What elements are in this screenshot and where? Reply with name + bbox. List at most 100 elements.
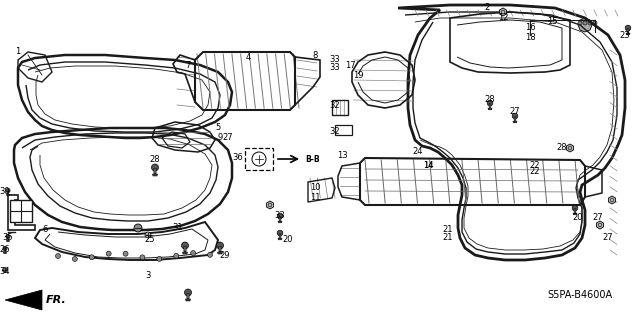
Text: 22: 22	[530, 160, 540, 169]
Polygon shape	[7, 191, 9, 194]
Polygon shape	[182, 252, 188, 254]
Polygon shape	[513, 121, 517, 123]
Text: 13: 13	[337, 151, 348, 160]
Text: 24: 24	[413, 147, 423, 157]
Polygon shape	[187, 293, 189, 299]
Text: 23: 23	[620, 31, 630, 40]
Circle shape	[487, 100, 493, 106]
Text: 27: 27	[509, 108, 520, 116]
Text: 27: 27	[603, 234, 613, 242]
Circle shape	[89, 255, 94, 260]
Text: 1: 1	[15, 48, 20, 56]
Circle shape	[277, 230, 283, 236]
Text: 8: 8	[312, 50, 317, 60]
Text: 28: 28	[557, 144, 567, 152]
Polygon shape	[489, 104, 491, 108]
Polygon shape	[152, 174, 157, 176]
Polygon shape	[6, 194, 10, 196]
Text: 16: 16	[525, 24, 535, 33]
Circle shape	[6, 189, 10, 193]
Text: 21: 21	[443, 226, 453, 234]
Text: 3: 3	[145, 271, 150, 279]
Circle shape	[3, 246, 7, 251]
Polygon shape	[573, 213, 577, 215]
Circle shape	[583, 21, 587, 25]
Polygon shape	[609, 196, 616, 204]
Polygon shape	[488, 108, 492, 110]
Circle shape	[140, 255, 145, 260]
Circle shape	[625, 25, 631, 31]
Text: 6: 6	[42, 226, 48, 234]
Polygon shape	[279, 234, 281, 238]
Polygon shape	[218, 252, 223, 254]
Text: 33: 33	[275, 211, 285, 219]
Circle shape	[588, 21, 592, 25]
Text: 9: 9	[218, 133, 223, 143]
Text: 14: 14	[423, 160, 433, 169]
Text: 10: 10	[310, 183, 320, 192]
Text: 25: 25	[145, 235, 156, 244]
Circle shape	[593, 21, 597, 25]
Polygon shape	[8, 195, 35, 230]
Polygon shape	[3, 252, 6, 254]
Polygon shape	[574, 209, 576, 213]
Text: 19: 19	[353, 70, 364, 79]
Polygon shape	[154, 168, 156, 174]
Text: 17: 17	[345, 61, 355, 70]
Text: FR.: FR.	[46, 295, 67, 305]
Circle shape	[173, 253, 179, 258]
Text: 5: 5	[216, 123, 221, 132]
Polygon shape	[566, 144, 573, 152]
Polygon shape	[500, 8, 506, 16]
Text: 28: 28	[150, 155, 160, 165]
Text: B-B: B-B	[305, 154, 319, 164]
Circle shape	[277, 213, 283, 219]
Polygon shape	[4, 249, 6, 252]
Polygon shape	[278, 238, 282, 240]
Polygon shape	[184, 247, 186, 252]
Polygon shape	[266, 201, 273, 209]
Text: 33: 33	[330, 63, 340, 72]
Text: 35: 35	[3, 234, 13, 242]
Text: 29: 29	[220, 250, 230, 259]
FancyBboxPatch shape	[10, 200, 32, 222]
Circle shape	[123, 251, 128, 256]
Circle shape	[152, 164, 159, 171]
Text: 20: 20	[283, 235, 293, 244]
Polygon shape	[279, 217, 281, 221]
Text: 27: 27	[223, 133, 234, 143]
Circle shape	[191, 250, 196, 256]
Polygon shape	[514, 117, 516, 121]
Text: 32: 32	[330, 128, 340, 137]
Text: 36: 36	[232, 153, 243, 162]
Circle shape	[157, 256, 162, 261]
FancyBboxPatch shape	[245, 148, 273, 170]
Circle shape	[134, 224, 142, 232]
Polygon shape	[7, 237, 9, 241]
Text: 34: 34	[0, 268, 10, 277]
Polygon shape	[219, 247, 221, 252]
Circle shape	[216, 242, 223, 249]
Circle shape	[207, 252, 212, 257]
Polygon shape	[186, 299, 191, 301]
Polygon shape	[578, 18, 592, 32]
Text: 12: 12	[498, 13, 508, 23]
Text: 2: 2	[484, 4, 490, 12]
Polygon shape	[5, 290, 42, 310]
Polygon shape	[626, 33, 630, 35]
Text: 28: 28	[484, 95, 495, 105]
Circle shape	[56, 254, 61, 258]
Circle shape	[145, 232, 151, 238]
Text: 22: 22	[530, 167, 540, 176]
Text: 32: 32	[330, 100, 340, 109]
Text: 30: 30	[0, 188, 10, 197]
Polygon shape	[627, 29, 629, 33]
Circle shape	[3, 268, 8, 272]
Text: 20: 20	[573, 213, 583, 222]
Circle shape	[572, 205, 578, 211]
Text: 14: 14	[423, 160, 433, 169]
Text: 4: 4	[245, 54, 251, 63]
Circle shape	[106, 251, 111, 256]
Text: 18: 18	[525, 33, 535, 42]
Circle shape	[182, 242, 189, 249]
